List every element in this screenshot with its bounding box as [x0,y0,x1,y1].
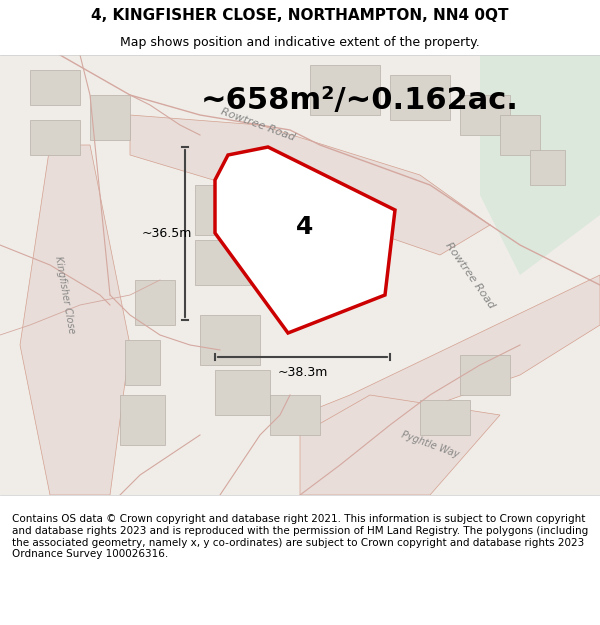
Text: Contains OS data © Crown copyright and database right 2021. This information is : Contains OS data © Crown copyright and d… [12,514,588,559]
Text: Map shows position and indicative extent of the property.: Map shows position and indicative extent… [120,36,480,49]
Text: ~38.3m: ~38.3m [277,366,328,379]
Polygon shape [270,395,320,435]
Polygon shape [460,355,510,395]
Polygon shape [215,370,270,415]
Text: Rowtree Road: Rowtree Road [443,240,497,310]
Polygon shape [420,400,470,435]
Polygon shape [195,185,255,235]
Text: Pyghtle Way: Pyghtle Way [400,430,460,460]
Text: 4: 4 [296,215,314,239]
Polygon shape [460,95,510,135]
Polygon shape [30,120,80,155]
Polygon shape [20,145,130,495]
Polygon shape [130,115,490,255]
Text: Kingfisher Close: Kingfisher Close [53,256,77,334]
Polygon shape [530,150,565,185]
Polygon shape [195,240,250,285]
Polygon shape [300,275,600,435]
Polygon shape [120,395,165,445]
Polygon shape [125,340,160,385]
Polygon shape [480,55,600,275]
Polygon shape [390,75,450,120]
Polygon shape [30,70,80,105]
Text: 4, KINGFISHER CLOSE, NORTHAMPTON, NN4 0QT: 4, KINGFISHER CLOSE, NORTHAMPTON, NN4 0Q… [91,8,509,23]
Polygon shape [90,95,130,140]
Polygon shape [300,395,500,495]
Text: ~36.5m: ~36.5m [142,227,192,240]
Text: Rowtree Road: Rowtree Road [220,107,296,143]
Polygon shape [200,315,260,365]
Text: ~658m²/~0.162ac.: ~658m²/~0.162ac. [201,86,519,114]
Polygon shape [310,65,380,115]
Polygon shape [215,147,395,333]
Polygon shape [500,115,540,155]
Polygon shape [135,280,175,325]
